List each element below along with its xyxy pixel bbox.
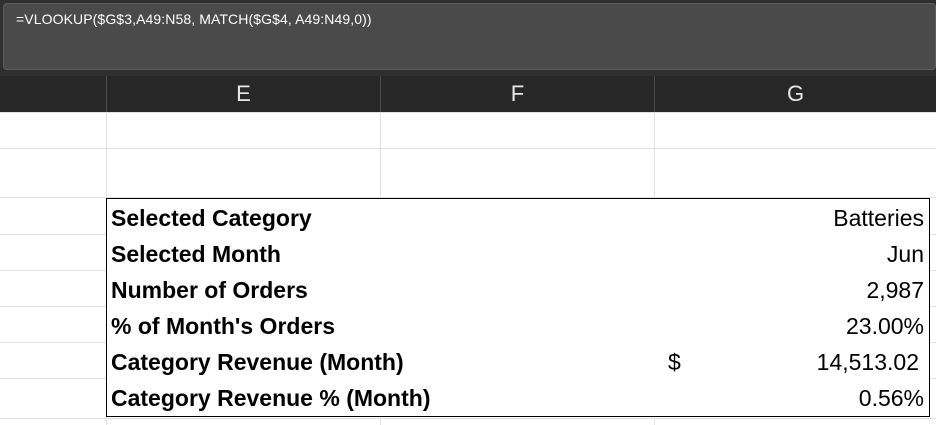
gridline bbox=[0, 418, 936, 419]
row-label: Selected Category bbox=[111, 205, 312, 231]
summary-row-month[interactable]: Selected Month Jun bbox=[107, 235, 929, 271]
column-header-row: E F G bbox=[0, 76, 936, 112]
row-value: Batteries bbox=[833, 205, 924, 231]
formula-bar-area: =VLOOKUP($G$3,A49:N58, MATCH($G$4, A49:N… bbox=[0, 0, 936, 76]
row-label: Category Revenue % (Month) bbox=[111, 385, 431, 411]
gridline bbox=[0, 112, 936, 113]
row-value: Jun bbox=[886, 241, 924, 267]
row-label: Category Revenue (Month) bbox=[111, 349, 404, 375]
column-header-e[interactable]: E bbox=[106, 76, 381, 112]
row-label: % of Month's Orders bbox=[111, 313, 335, 339]
formula-text: =VLOOKUP($G$3,A49:N58, MATCH($G$4, A49:N… bbox=[16, 11, 372, 27]
column-header-g[interactable]: G bbox=[786, 81, 805, 106]
row-value: 23.00% bbox=[845, 313, 924, 339]
row-value: 14,513.02 bbox=[816, 349, 919, 375]
gridline bbox=[0, 148, 936, 149]
gridline bbox=[0, 197, 936, 198]
summary-row-orders[interactable]: Number of Orders 2,987 bbox=[107, 271, 929, 307]
summary-row-orders-percent[interactable]: % of Month's Orders 23.00% bbox=[107, 307, 929, 343]
row-label: Number of Orders bbox=[111, 277, 308, 303]
row-value: 2,987 bbox=[866, 277, 924, 303]
sheet-grid[interactable]: Selected Category Batteries Selected Mon… bbox=[0, 112, 936, 425]
summary-row-category[interactable]: Selected Category Batteries bbox=[107, 199, 929, 235]
column-header-f[interactable]: F bbox=[381, 76, 655, 112]
row-value: 0.56% bbox=[858, 385, 924, 411]
formula-input[interactable]: =VLOOKUP($G$3,A49:N58, MATCH($G$4, A49:N… bbox=[3, 3, 936, 70]
summary-row-revenue-percent[interactable]: Category Revenue % (Month) 0.56% bbox=[107, 379, 929, 415]
currency-symbol: $ bbox=[668, 349, 681, 375]
summary-table: Selected Category Batteries Selected Mon… bbox=[106, 198, 930, 417]
row-label: Selected Month bbox=[111, 241, 281, 267]
summary-row-revenue[interactable]: Category Revenue (Month) $ 14,513.02 bbox=[107, 343, 929, 379]
